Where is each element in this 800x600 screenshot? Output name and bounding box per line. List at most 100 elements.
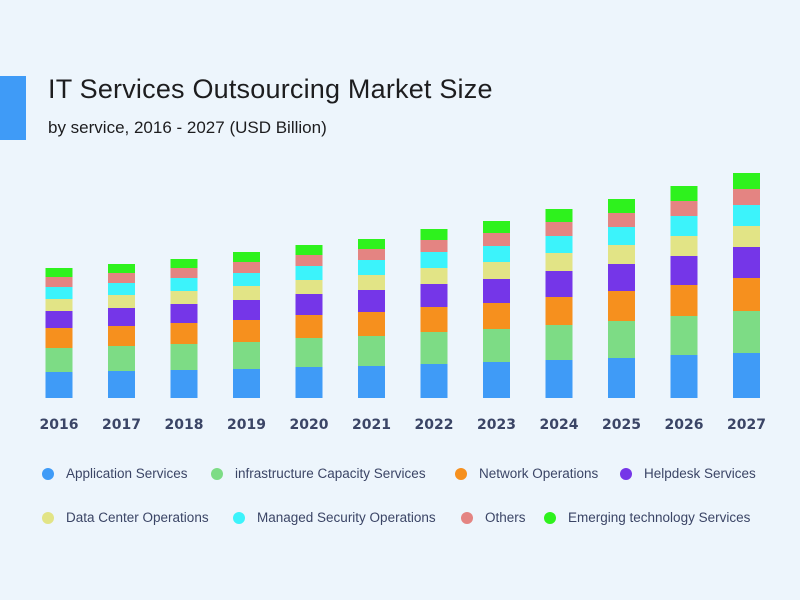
bar-segment-2027-1 [733,311,760,353]
bar-segment-2016-0 [45,372,73,398]
bar-segment-2023-1 [483,329,510,362]
bar-segment-2025-4 [608,245,635,264]
bar-segment-2022-5 [420,252,448,268]
bar-segment-2018-3 [170,304,198,323]
bar-segment-2018-1 [170,344,198,370]
chart-subtitle: by service, 2016 - 2027 (USD Billion) [48,118,327,137]
bar-segment-2022-1 [420,332,448,364]
bar-segment-2019-5 [233,273,260,286]
bar-segment-2019-6 [233,262,260,273]
bar-segment-2018-5 [170,278,198,291]
bar-segment-2022-7 [420,229,448,240]
bar-segment-2025-7 [608,199,635,213]
bar-segment-2018-7 [170,259,198,268]
x-tick-label: 2017 [102,417,141,433]
bar-segment-2016-6 [45,277,73,287]
x-tick-label: 2020 [290,417,329,433]
bar-segment-2019-4 [233,286,260,300]
bar-segment-2016-7 [45,268,73,277]
bar-segment-2017-0 [108,371,135,398]
bar-segment-2017-5 [108,283,135,295]
x-tick-label: 2024 [540,417,579,433]
bar-segment-2020-5 [295,266,323,280]
x-tick-label: 2019 [227,417,266,433]
x-tick-label: 2023 [477,417,516,433]
bar-segment-2026-6 [670,201,698,216]
bar-segment-2019-2 [233,320,260,342]
bar-segment-2026-1 [670,316,698,355]
bar-segment-2017-4 [108,295,135,308]
bar-segment-2021-5 [358,260,385,275]
bar-segment-2016-4 [45,299,73,311]
bar-segment-2021-3 [358,290,385,312]
bar-segment-2027-2 [733,278,760,311]
bar-segment-2021-4 [358,275,385,290]
bar-segment-2023-4 [483,262,510,279]
bar-segment-2022-2 [420,307,448,332]
bar-segment-2026-3 [670,256,698,285]
bar-segment-2025-2 [608,291,635,321]
bar-segment-2023-2 [483,303,510,329]
bar-segment-2016-5 [45,287,73,299]
bar-segment-2025-3 [608,264,635,291]
x-tick-label: 2018 [165,417,204,433]
bar-segment-2025-5 [608,227,635,245]
bar-segment-2020-0 [295,367,323,398]
bar-segment-2024-5 [545,236,573,253]
bar-segment-2023-6 [483,233,510,246]
bar-segment-2019-3 [233,300,260,320]
bar-segment-2020-4 [295,280,323,294]
bar-segment-2024-4 [545,253,573,271]
bar-segment-2018-2 [170,323,198,344]
bar-segment-2021-0 [358,366,385,398]
bar-segment-2027-7 [733,173,760,189]
bar-segment-2026-0 [670,355,698,398]
bar-segment-2022-4 [420,268,448,284]
bar-segment-2024-6 [545,222,573,236]
bar-segment-2016-1 [45,348,73,372]
bar-segment-2017-2 [108,326,135,346]
bar-segment-2019-7 [233,252,260,262]
bar-segment-2017-1 [108,346,135,371]
bar-segment-2022-6 [420,240,448,252]
bar-segment-2023-0 [483,362,510,398]
bar-segment-2027-4 [733,226,760,247]
bar-segment-2021-6 [358,249,385,260]
bar-segment-2018-0 [170,370,198,398]
bar-segment-2019-1 [233,342,260,369]
bar-segment-2023-5 [483,246,510,262]
bar-segment-2026-7 [670,186,698,201]
bar-segment-2020-1 [295,338,323,367]
bar-segment-2020-6 [295,255,323,266]
bar-segment-2024-0 [545,360,573,398]
x-tick-label: 2021 [352,417,391,433]
bar-segment-2021-1 [358,336,385,366]
bar-segment-2016-2 [45,328,73,348]
bar-segment-2026-4 [670,236,698,256]
bar-segment-2018-4 [170,291,198,304]
x-tick-label: 2022 [415,417,454,433]
bar-segment-2022-0 [420,364,448,398]
bar-segment-2020-7 [295,245,323,255]
bar-segment-2026-5 [670,216,698,236]
bar-segment-2024-3 [545,271,573,297]
bar-segment-2020-2 [295,315,323,338]
bar-segment-2020-3 [295,294,323,315]
bar-segment-2024-7 [545,209,573,222]
bar-segment-2016-3 [45,311,73,328]
bar-segment-2025-6 [608,213,635,227]
bar-segment-2022-3 [420,284,448,307]
title-accent-bar [0,76,26,140]
bar-segment-2021-7 [358,239,385,249]
x-tick-label: 2016 [40,417,79,433]
bar-segment-2017-7 [108,264,135,273]
bar-segment-2027-5 [733,205,760,226]
bar-segment-2017-6 [108,273,135,283]
chart-title: IT Services Outsourcing Market Size [48,74,493,104]
bar-segment-2024-2 [545,297,573,325]
bar-segment-2025-0 [608,358,635,398]
bar-segment-2017-3 [108,308,135,326]
bar-segment-2019-0 [233,369,260,398]
bar-segment-2023-7 [483,221,510,233]
